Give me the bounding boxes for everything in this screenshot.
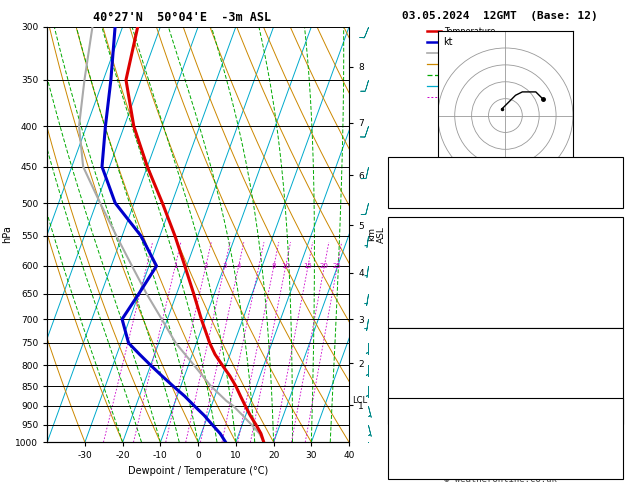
Text: SREH: SREH bbox=[392, 431, 416, 441]
Text: EH: EH bbox=[392, 416, 404, 426]
Text: 10: 10 bbox=[281, 263, 290, 269]
Text: 7.3: 7.3 bbox=[601, 250, 619, 260]
Text: θₑ (K): θₑ (K) bbox=[392, 361, 428, 371]
Text: 7: 7 bbox=[613, 461, 619, 471]
Text: 4: 4 bbox=[237, 263, 241, 269]
Text: StmDir: StmDir bbox=[392, 446, 428, 456]
Legend: Temperature, Dewpoint, Parcel Trajectory, Dry Adiabat, Wet Adiabat, Isotherm, Mi: Temperature, Dewpoint, Parcel Trajectory… bbox=[426, 27, 511, 102]
Text: 15: 15 bbox=[607, 160, 619, 170]
Text: 12: 12 bbox=[607, 280, 619, 290]
Text: CAPE (J): CAPE (J) bbox=[392, 295, 440, 305]
Text: 40°27'N  50°04'E  -3m ASL: 40°27'N 50°04'E -3m ASL bbox=[93, 11, 272, 24]
Text: 8: 8 bbox=[613, 376, 619, 386]
Text: 20: 20 bbox=[320, 263, 329, 269]
Text: K: K bbox=[392, 160, 398, 170]
Text: Totals Totals: Totals Totals bbox=[392, 175, 470, 185]
Text: 15: 15 bbox=[304, 263, 313, 269]
Text: CIN (J): CIN (J) bbox=[392, 406, 434, 417]
Text: PW (cm): PW (cm) bbox=[392, 190, 434, 200]
Text: 750: 750 bbox=[601, 346, 619, 356]
Text: 0: 0 bbox=[613, 310, 619, 320]
Text: 03.05.2024  12GMT  (Base: 12): 03.05.2024 12GMT (Base: 12) bbox=[402, 11, 598, 21]
Text: LCL: LCL bbox=[352, 397, 367, 405]
Text: 314: 314 bbox=[601, 361, 619, 371]
Text: 3: 3 bbox=[223, 263, 227, 269]
Text: 0: 0 bbox=[613, 391, 619, 401]
Text: 36: 36 bbox=[607, 175, 619, 185]
Text: Lifted Index: Lifted Index bbox=[392, 280, 464, 290]
Text: 0: 0 bbox=[613, 406, 619, 417]
Text: Temp (°C): Temp (°C) bbox=[392, 235, 446, 245]
Text: 17.4: 17.4 bbox=[595, 235, 619, 245]
Y-axis label: hPa: hPa bbox=[3, 226, 13, 243]
Text: 1.95: 1.95 bbox=[595, 190, 619, 200]
Text: Lifted Index: Lifted Index bbox=[392, 376, 464, 386]
Text: 1: 1 bbox=[173, 263, 177, 269]
Text: © weatheronline.co.uk: © weatheronline.co.uk bbox=[443, 474, 557, 484]
Text: 308: 308 bbox=[601, 265, 619, 275]
Text: Hodograph: Hodograph bbox=[479, 400, 532, 411]
Text: 2: 2 bbox=[204, 263, 208, 269]
Text: CIN (J): CIN (J) bbox=[392, 310, 434, 320]
Text: 8: 8 bbox=[272, 263, 276, 269]
Text: 261°: 261° bbox=[595, 446, 619, 456]
Text: 155: 155 bbox=[601, 431, 619, 441]
Text: CAPE (J): CAPE (J) bbox=[392, 391, 440, 401]
Text: 25: 25 bbox=[333, 263, 342, 269]
Text: Dewp (°C): Dewp (°C) bbox=[392, 250, 446, 260]
Text: 0: 0 bbox=[613, 295, 619, 305]
Text: θₑ(K): θₑ(K) bbox=[392, 265, 422, 275]
Text: Most Unstable: Most Unstable bbox=[466, 331, 545, 341]
Text: 90: 90 bbox=[607, 416, 619, 426]
Text: StmSpd (kt): StmSpd (kt) bbox=[392, 461, 458, 471]
Text: Pressure (mb): Pressure (mb) bbox=[392, 346, 470, 356]
Y-axis label: km
ASL: km ASL bbox=[367, 226, 386, 243]
Text: kt: kt bbox=[443, 36, 453, 47]
Text: Surface: Surface bbox=[484, 220, 526, 230]
X-axis label: Dewpoint / Temperature (°C): Dewpoint / Temperature (°C) bbox=[128, 466, 268, 476]
